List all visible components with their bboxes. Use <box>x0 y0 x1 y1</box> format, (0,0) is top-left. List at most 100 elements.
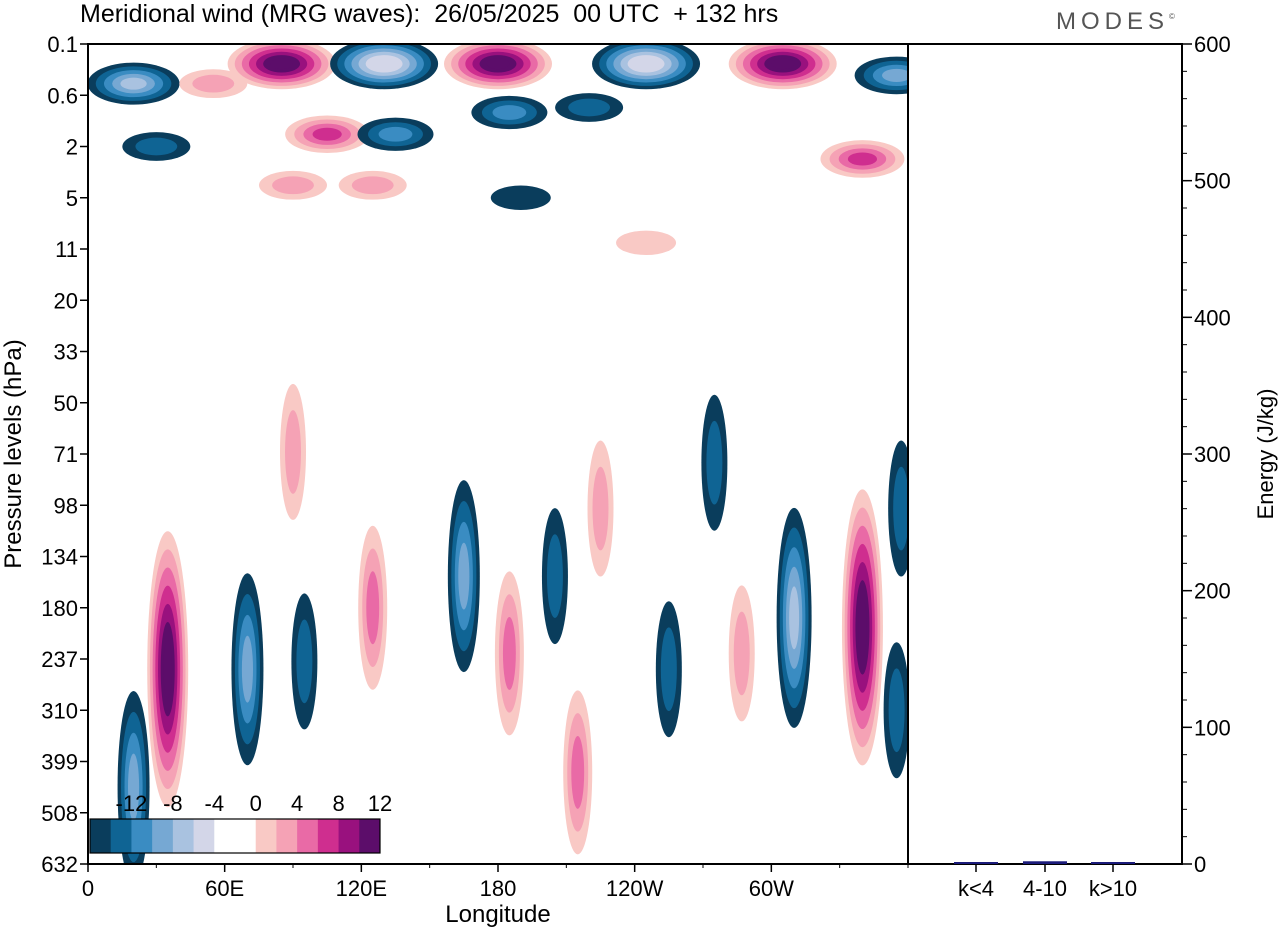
contour-feature <box>231 573 264 766</box>
contour-band <box>372 58 396 70</box>
energy-tick-label: 100 <box>1194 715 1231 740</box>
contour-band <box>486 58 510 70</box>
contour-band <box>285 410 301 494</box>
contour-feature <box>541 508 568 645</box>
contour-band <box>192 74 235 93</box>
contour-feature <box>820 140 905 178</box>
colorbar-swatch <box>110 819 132 853</box>
contour-band <box>592 466 609 551</box>
contour-band <box>571 735 585 809</box>
colorbar-swatch <box>152 819 174 853</box>
contour-feature <box>854 56 908 95</box>
contour-band <box>502 616 516 690</box>
contour-band <box>378 126 413 142</box>
contour-band <box>888 668 905 753</box>
chart-title: Meridional wind (MRG waves): 26/05/2025 … <box>80 0 779 28</box>
contour-band <box>733 611 750 696</box>
y-tick-label: 180 <box>41 596 78 621</box>
y-tick-label: 134 <box>41 545 78 570</box>
colorbar-swatch <box>338 819 360 853</box>
y-tick-label: 33 <box>54 340 78 365</box>
colorbar-swatch <box>317 819 340 853</box>
colorbar-swatch <box>214 819 236 853</box>
colorbar-frame <box>89 818 381 854</box>
contour-feature <box>358 525 388 690</box>
contour-feature <box>841 489 883 766</box>
contour-band <box>847 152 878 166</box>
y-tick-label: 2 <box>66 135 78 160</box>
energy-tick-label: 300 <box>1194 442 1231 467</box>
contour-feature <box>471 95 548 130</box>
contour-band <box>366 571 380 645</box>
x-tick-label: 120W <box>606 876 664 901</box>
colorbar: -12 -8 -4 0 4 8 12 <box>89 791 392 854</box>
contour-feature <box>490 185 551 210</box>
energy-tick-label: 400 <box>1194 305 1231 330</box>
y-tick-label: 399 <box>41 750 78 775</box>
contour-feature <box>776 507 812 728</box>
y-tick-label: 50 <box>54 391 78 416</box>
contour-feature <box>701 394 728 531</box>
y-tick-label: 5 <box>66 186 78 211</box>
colorbar-swatch <box>131 819 153 853</box>
energy-axis-label: Energy (J/kg) <box>1253 389 1278 520</box>
energy-tick-label: 500 <box>1194 169 1231 194</box>
energy-tick-label: 0 <box>1194 852 1206 877</box>
contour-band <box>706 420 723 505</box>
y-tick-label: 508 <box>41 801 78 826</box>
colorbar-swatch <box>193 819 215 853</box>
logo-mark: © <box>1169 12 1175 21</box>
colorbar-tick-label: -4 <box>205 791 225 816</box>
contour-feature <box>285 115 370 154</box>
contour-feature <box>494 571 524 736</box>
heatmap-contours <box>88 44 908 864</box>
energy-bar <box>954 862 998 864</box>
contour-feature <box>280 383 306 520</box>
x-tick-label: 180 <box>480 876 517 901</box>
contour-band <box>660 627 677 712</box>
contour-band <box>135 137 178 156</box>
energy-bar <box>1091 862 1135 864</box>
contour-feature <box>555 93 624 122</box>
contour-feature <box>179 69 248 99</box>
contour-band <box>893 466 908 551</box>
energy-category-label: 4-10 <box>1023 876 1067 901</box>
contour-feature <box>592 44 701 90</box>
contour-feature <box>444 44 552 90</box>
energy-bar <box>1023 861 1067 864</box>
contour-band <box>568 98 611 117</box>
contour-band <box>351 176 394 195</box>
contour-band <box>272 176 314 195</box>
modes-logo: MODES© <box>1056 8 1175 36</box>
contour-band <box>312 127 342 141</box>
contour-band <box>163 640 173 699</box>
y-tick-label: 11 <box>55 237 78 262</box>
contour-band <box>616 230 677 256</box>
x-tick-label: 60E <box>205 876 244 901</box>
energy-tick-label: 600 <box>1194 32 1231 57</box>
energy-category-label: k>10 <box>1089 876 1137 901</box>
colorbar-tick-label: 4 <box>291 791 303 816</box>
contour-band <box>858 598 867 657</box>
logo-text: MODES <box>1056 8 1170 35</box>
contour-feature <box>117 691 150 864</box>
colorbar-tick-label: 12 <box>368 791 392 816</box>
contour-feature <box>227 44 336 90</box>
contour-feature <box>291 593 318 730</box>
colorbar-tick-label: -12 <box>116 791 148 816</box>
energy-panel-frame <box>907 43 1183 865</box>
colorbar-swatch <box>276 819 298 853</box>
contour-band <box>270 58 293 70</box>
energy-category-label: k<4 <box>958 876 994 901</box>
y-tick-label: 0.1 <box>47 32 78 57</box>
axes: 0.1 0.6 2 5 11 20 33 50 71 98 134 180 237 310 399 508 63… <box>41 32 1230 901</box>
contour-band <box>546 534 563 618</box>
x-tick-label: 0 <box>82 876 94 901</box>
y-tick-label: 20 <box>54 288 78 313</box>
heatmap-frame <box>87 43 909 865</box>
contour-band <box>458 542 470 610</box>
x-axis-label: Longitude <box>445 901 550 928</box>
contour-feature <box>447 480 480 673</box>
x-tick-label: 60W <box>749 876 794 901</box>
